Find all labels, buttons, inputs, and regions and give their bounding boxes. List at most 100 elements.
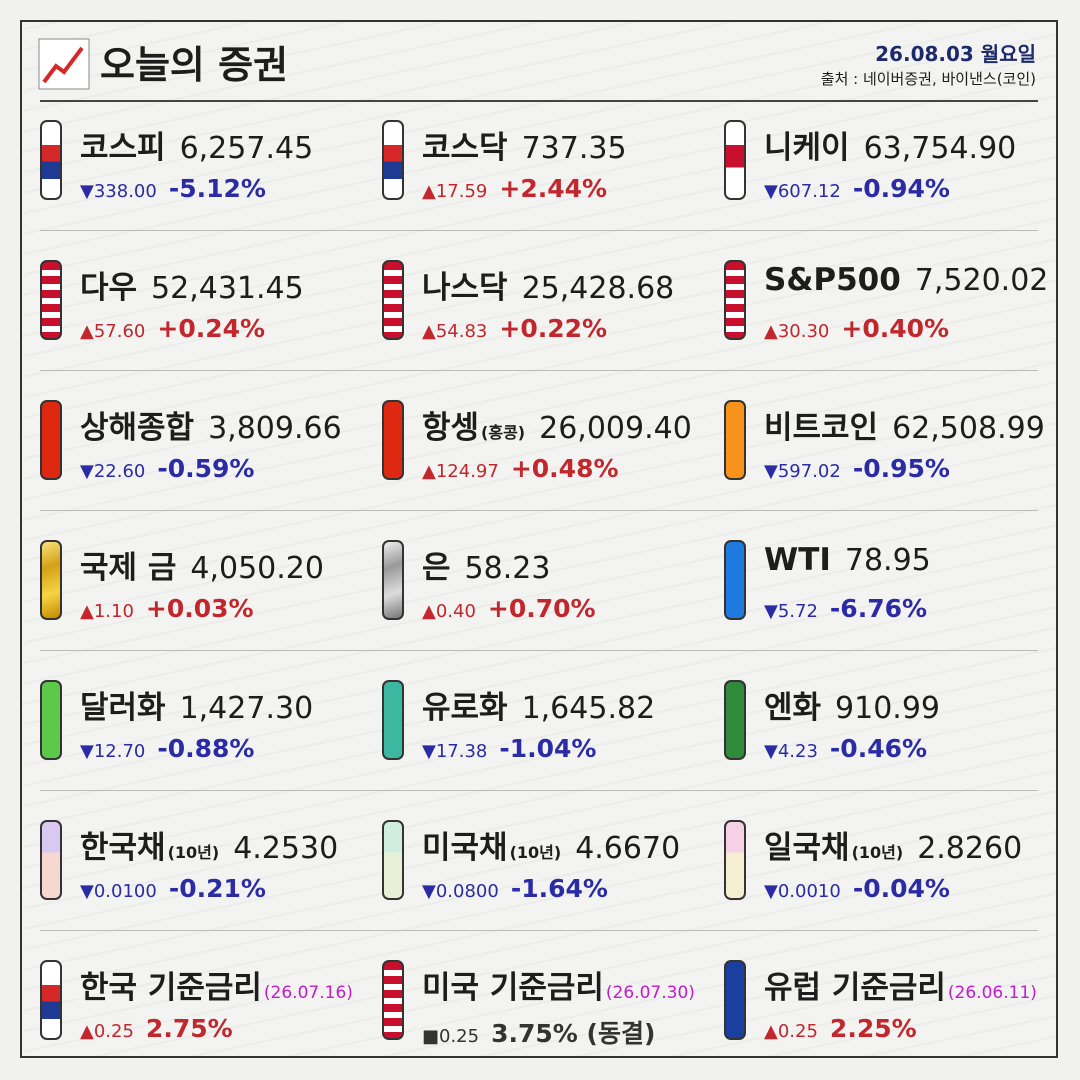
- item-change: ▼0.0800: [422, 881, 499, 902]
- item-title-row: 코스피 6,257.45: [80, 122, 313, 167]
- item-change: ▼17.38: [422, 741, 488, 762]
- flag-icon: [382, 400, 404, 480]
- flag-icon: [724, 680, 746, 760]
- item-value: 7,520.02: [914, 263, 1049, 298]
- item-change-row: ▼4.23 -0.46%: [764, 734, 927, 763]
- item-percent: -0.59%: [157, 454, 255, 483]
- market-item: 항셍 (홍콩) 26,009.40 ▲124.97 +0.48%: [382, 400, 722, 500]
- page-title: 오늘의 증권: [100, 43, 289, 87]
- item-change-row: ▼17.38 -1.04%: [422, 734, 596, 763]
- item-sub: (10년): [167, 843, 220, 862]
- item-name: 한국채: [80, 830, 166, 866]
- item-title-row: WTI 78.95: [764, 542, 931, 578]
- item-value: 6,257.45: [179, 131, 314, 166]
- market-item: 엔화 910.99 ▼4.23 -0.46%: [724, 680, 1064, 780]
- item-name: 국제 금: [80, 550, 177, 586]
- item-value: 1,645.82: [521, 691, 656, 726]
- item-percent: +0.22%: [499, 314, 608, 343]
- item-change: ▼597.02: [764, 461, 841, 482]
- market-item: 나스닥 25,428.68 ▲54.83 +0.22%: [382, 260, 722, 360]
- item-title-row: 비트코인 62,508.99: [764, 402, 1045, 447]
- flag-icon: [382, 820, 404, 900]
- flag-icon: [40, 680, 62, 760]
- item-percent: -0.21%: [168, 874, 266, 903]
- item-change-row: ▼0.0010 -0.04%: [764, 874, 950, 903]
- market-item: 미국 기준금리 (26.07.30) ■0.25 3.75% (동결): [382, 960, 722, 1060]
- item-change: ▲1.10: [80, 601, 134, 622]
- item-name: 미국 기준금리: [422, 970, 604, 1006]
- item-change-row: ■0.25 3.75% (동결): [422, 1014, 655, 1050]
- item-change-row: ▲124.97 +0.48%: [422, 454, 619, 483]
- item-percent: +0.40%: [841, 314, 950, 343]
- item-name: WTI: [764, 542, 831, 578]
- item-name: S&P500: [764, 262, 901, 298]
- item-change-row: ▼22.60 -0.59%: [80, 454, 254, 483]
- item-value: 58.23: [464, 551, 551, 586]
- item-value: 1,427.30: [179, 691, 314, 726]
- item-percent: 3.75% (동결): [491, 1019, 656, 1048]
- item-change-row: ▼0.0100 -0.21%: [80, 874, 266, 903]
- item-title-row: S&P500 7,520.02: [764, 262, 1048, 298]
- item-name: 비트코인: [764, 410, 879, 446]
- item-percent: -0.46%: [829, 734, 928, 763]
- item-change: ▼338.00: [80, 181, 157, 202]
- row-divider: [40, 930, 1038, 931]
- item-sub: (26.07.16): [263, 983, 353, 1003]
- item-change: ▲0.25: [764, 1021, 818, 1042]
- item-change: ▼0.0010: [764, 881, 841, 902]
- item-sub: (26.07.30): [605, 983, 695, 1003]
- market-item: 은 58.23 ▲0.40 +0.70%: [382, 540, 722, 640]
- item-title-row: 유럽 기준금리 (26.06.11): [764, 962, 1037, 1007]
- flag-icon: [724, 400, 746, 480]
- item-title-row: 다우 52,431.45: [80, 262, 304, 307]
- flag-icon: [40, 540, 62, 620]
- item-name: 일국채: [764, 830, 850, 866]
- item-name: 미국채: [422, 830, 508, 866]
- item-change: ▼5.72: [764, 601, 818, 622]
- item-value: 52,431.45: [151, 271, 304, 306]
- item-name: 니케이: [764, 130, 850, 166]
- item-change-row: ▲0.25 2.25%: [764, 1014, 917, 1043]
- flag-icon: [724, 260, 746, 340]
- market-item: 상해종합 3,809.66 ▼22.60 -0.59%: [40, 400, 380, 500]
- flag-icon: [382, 120, 404, 200]
- item-change-row: ▼607.12 -0.94%: [764, 174, 950, 203]
- item-change: ■0.25: [422, 1026, 480, 1047]
- flag-icon: [382, 540, 404, 620]
- row-divider: [40, 510, 1038, 511]
- item-title-row: 은 58.23: [422, 542, 550, 587]
- item-name: 유럽 기준금리: [764, 970, 946, 1006]
- market-item: 일국채 (10년) 2.8260 ▼0.0010 -0.04%: [724, 820, 1064, 920]
- item-title-row: 일국채 (10년) 2.8260: [764, 822, 1022, 867]
- item-percent: +0.24%: [157, 314, 266, 343]
- item-value: 4.6670: [575, 831, 681, 866]
- item-percent: -1.04%: [499, 734, 597, 763]
- source: 출처 : 네이버증권, 바이낸스(코인): [820, 70, 1036, 88]
- item-title-row: 나스닥 25,428.68: [422, 262, 674, 307]
- market-item: S&P500 7,520.02 ▲30.30 +0.40%: [724, 260, 1064, 360]
- market-item: 비트코인 62,508.99 ▼597.02 -0.95%: [724, 400, 1064, 500]
- date: 26.08.03 월요일: [875, 42, 1036, 66]
- flag-icon: [40, 820, 62, 900]
- item-title-row: 미국 기준금리 (26.07.30): [422, 962, 695, 1007]
- item-title-row: 엔화 910.99: [764, 682, 940, 727]
- item-name: 엔화: [764, 690, 822, 726]
- flag-icon: [724, 120, 746, 200]
- row-divider: [40, 790, 1038, 791]
- item-change: ▲54.83: [422, 321, 488, 342]
- market-item: 코스피 6,257.45 ▼338.00 -5.12%: [40, 120, 380, 220]
- item-percent: +2.44%: [499, 174, 608, 203]
- item-change: ▲57.60: [80, 321, 146, 342]
- item-value: 26,009.40: [539, 411, 692, 446]
- market-item: 코스닥 737.35 ▲17.59 +2.44%: [382, 120, 722, 220]
- item-change-row: ▼338.00 -5.12%: [80, 174, 266, 203]
- item-title-row: 상해종합 3,809.66: [80, 402, 342, 447]
- flag-icon: [40, 260, 62, 340]
- market-item: 다우 52,431.45 ▲57.60 +0.24%: [40, 260, 380, 360]
- header-divider: [40, 100, 1038, 102]
- item-value: 737.35: [521, 131, 627, 166]
- item-title-row: 미국채 (10년) 4.6670: [422, 822, 680, 867]
- item-title-row: 항셍 (홍콩) 26,009.40: [422, 402, 692, 447]
- item-title-row: 유로화 1,645.82: [422, 682, 655, 727]
